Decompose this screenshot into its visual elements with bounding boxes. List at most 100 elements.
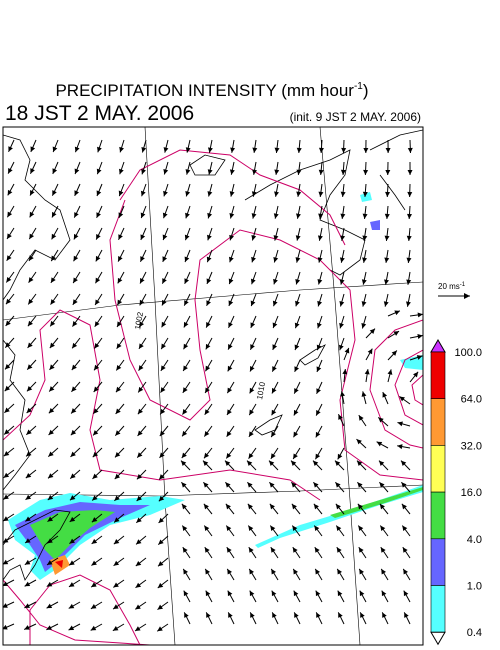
wind-arrowhead xyxy=(226,452,232,459)
wind-arrowhead xyxy=(92,495,98,501)
wind-arrowhead xyxy=(249,568,254,575)
wind-arrowhead xyxy=(359,568,364,575)
wind-arrowhead xyxy=(72,299,78,305)
wind-arrowhead xyxy=(270,547,276,553)
wind-arrowhead xyxy=(206,612,211,618)
wind-arrowhead xyxy=(72,321,78,327)
wind-arrowhead xyxy=(204,409,210,415)
wind-arrowhead xyxy=(73,233,79,240)
wind-arrowhead xyxy=(383,301,389,307)
wind-arrowhead xyxy=(397,421,403,427)
wind-arrowhead xyxy=(313,503,319,510)
wind-vectors xyxy=(3,139,423,632)
wind-arrowhead xyxy=(250,300,256,307)
wind-arrowhead xyxy=(183,590,189,597)
wind-arrowhead xyxy=(136,495,142,502)
wind-arrowhead xyxy=(369,328,376,334)
wind-arrowhead xyxy=(400,460,407,466)
wind-arrowhead xyxy=(95,299,100,306)
wind-arrowhead xyxy=(136,517,142,523)
wind-arrowhead xyxy=(3,494,9,500)
wind-arrowhead xyxy=(182,409,188,415)
wind-arrowhead xyxy=(403,568,408,575)
wind-arrowhead xyxy=(4,407,10,413)
precip-area xyxy=(370,220,380,230)
wind-arrowhead xyxy=(385,147,391,153)
wind-arrowhead xyxy=(316,388,321,394)
wind-arrowhead xyxy=(251,235,257,241)
wind-arrowhead xyxy=(274,147,280,153)
wind-arrowhead xyxy=(97,146,102,153)
wind-arrowhead xyxy=(340,191,346,197)
wind-arrowhead xyxy=(357,482,363,488)
wind-arrowhead xyxy=(339,322,344,329)
wind-arrowhead xyxy=(205,365,211,372)
wind-arrowhead xyxy=(229,234,234,241)
isobar xyxy=(119,149,346,246)
colorbar-over xyxy=(430,339,446,353)
contour-label: 1010 xyxy=(255,381,267,401)
wind-arrowhead xyxy=(203,482,209,488)
wind-arrowhead xyxy=(226,547,232,553)
wind-arrowhead xyxy=(248,431,254,437)
wind-arrowhead xyxy=(73,255,79,262)
wind-arrowhead xyxy=(5,364,11,370)
wind-arrowhead xyxy=(141,147,147,153)
wind-arrowhead xyxy=(226,431,232,437)
wind-arrowhead xyxy=(406,257,412,263)
coastline xyxy=(3,134,71,301)
wind-arrowhead xyxy=(340,169,346,175)
wind-arrowhead xyxy=(96,168,102,175)
wind-arrowhead xyxy=(24,603,30,608)
wind-arrowhead xyxy=(181,503,187,510)
wind-arrowhead xyxy=(140,234,146,240)
wind-arrowhead xyxy=(334,460,341,466)
coastline xyxy=(369,129,423,211)
wind-arrowhead xyxy=(135,626,141,631)
wind-arrowhead xyxy=(295,278,301,285)
wind-arrowhead xyxy=(207,212,213,219)
wind-arrowhead xyxy=(407,147,413,153)
wind-arrowhead xyxy=(25,494,32,500)
wind-arrowhead xyxy=(93,386,99,393)
wind-arrowhead xyxy=(406,279,412,285)
wind-arrowhead xyxy=(162,212,168,219)
wind-arrowhead xyxy=(73,277,78,284)
wind-arrowhead xyxy=(336,525,342,532)
wind-arrowhead xyxy=(270,453,276,459)
wind-arrowhead xyxy=(226,525,232,532)
wind-arrowhead xyxy=(382,612,387,618)
wind-arrowhead xyxy=(249,409,255,416)
wind-arrowhead xyxy=(339,257,345,263)
wind-arrowhead xyxy=(271,387,277,394)
wind-arrowhead xyxy=(339,279,345,285)
wind-arrowhead xyxy=(159,452,165,458)
wind-arrowhead xyxy=(141,168,146,175)
wind-arrowhead xyxy=(185,212,190,219)
wind-arrowhead xyxy=(52,146,58,153)
wind-arrowhead xyxy=(94,321,100,327)
wind-arrowhead xyxy=(204,547,210,553)
wind-arrowhead xyxy=(70,473,76,479)
wind-arrowhead xyxy=(362,257,368,263)
wind-arrowhead xyxy=(315,590,321,597)
wind-arrowhead xyxy=(314,525,320,532)
wind-arrowhead xyxy=(293,590,299,597)
wind-arrowhead xyxy=(272,612,277,618)
wind-arrowhead xyxy=(340,213,346,219)
wind-arrowhead xyxy=(49,342,55,349)
colorbar-under xyxy=(430,631,446,646)
wind-arrowhead xyxy=(272,322,278,329)
longitude-line xyxy=(144,127,176,645)
wind-arrowhead xyxy=(228,322,233,328)
wind-arrowhead xyxy=(112,625,119,631)
wind-arrowhead xyxy=(294,388,299,394)
wind-arrowhead xyxy=(117,299,123,306)
wind-arrowhead xyxy=(161,321,167,328)
wind-arrowhead xyxy=(367,348,373,355)
wind-arrowhead xyxy=(251,213,257,219)
wind-arrowhead xyxy=(247,503,253,510)
wind-arrowhead xyxy=(294,322,300,329)
wind-arrowhead xyxy=(26,385,33,392)
wind-arrowhead xyxy=(358,547,364,553)
